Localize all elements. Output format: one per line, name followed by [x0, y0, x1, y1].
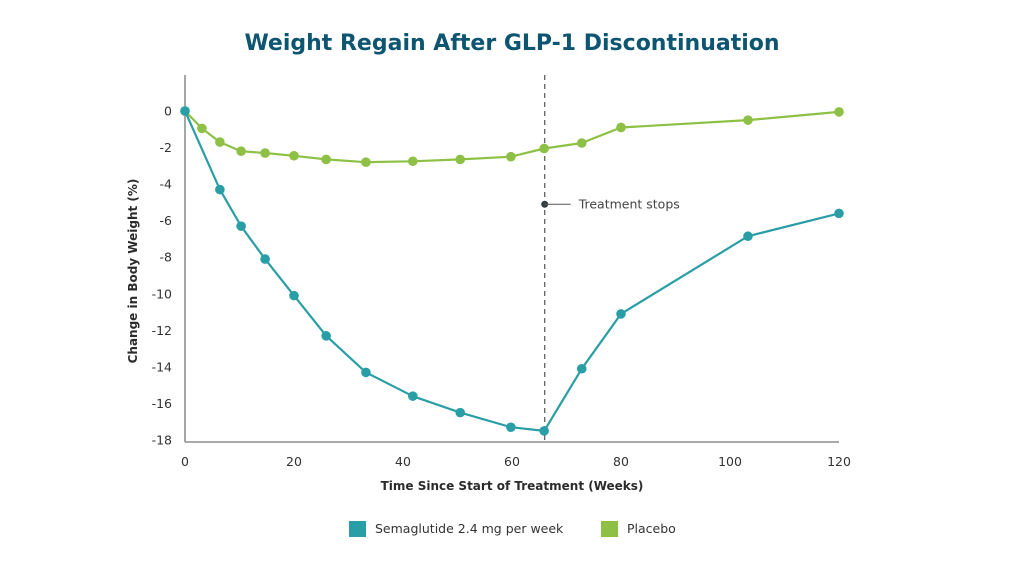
data-point — [576, 363, 587, 374]
data-point — [539, 426, 549, 436]
legend-label: Semaglutide 2.4 mg per week — [375, 521, 564, 536]
legend-swatch — [601, 521, 618, 537]
legend-label: Placebo — [627, 521, 676, 536]
data-point — [361, 157, 371, 167]
y-tick-label: -18 — [152, 433, 172, 448]
y-tick-label: -12 — [152, 323, 172, 338]
x-axis-label: Time Since Start of Treatment (Weeks) — [381, 479, 644, 493]
legend-item: Placebo — [601, 521, 676, 537]
legend-swatch — [349, 521, 366, 537]
series-semaglutide — [180, 106, 844, 436]
data-point — [236, 221, 246, 231]
x-tick-label: 60 — [504, 454, 520, 469]
legend: Semaglutide 2.4 mg per week Placebo — [349, 521, 676, 537]
y-tick-label: -10 — [152, 286, 172, 301]
data-point — [289, 290, 299, 301]
data-point — [743, 231, 753, 242]
data-point — [455, 407, 466, 418]
y-tick-label: -4 — [160, 177, 173, 192]
annotation: Treatment stops — [541, 75, 680, 442]
chart-title: Weight Regain After GLP-1 Discontinuatio… — [244, 31, 779, 56]
data-point — [361, 367, 371, 378]
data-point — [539, 143, 549, 154]
y-tick-label: -16 — [152, 396, 172, 411]
data-point — [260, 148, 270, 158]
data-point — [506, 151, 516, 162]
y-tick-label: 0 — [164, 104, 172, 119]
data-point — [506, 422, 516, 433]
y-ticks: 0 -2 -4 -6 -8 -10 -12 -14 -16 -18 — [152, 104, 172, 448]
data-point — [197, 123, 207, 134]
annotation-label: Treatment stops — [578, 197, 680, 212]
data-point — [834, 208, 844, 219]
data-point — [616, 309, 626, 319]
y-tick-label: -8 — [160, 250, 173, 265]
x-ticks: 0 20 40 60 80 100 120 — [181, 454, 851, 469]
legend-item: Semaglutide 2.4 mg per week — [349, 521, 564, 537]
data-point — [215, 184, 225, 195]
y-axis-label: Change in Body Weight (%) — [126, 179, 140, 364]
data-point — [180, 106, 190, 116]
data-point — [455, 154, 466, 165]
axes — [184, 75, 839, 443]
x-tick-label: 80 — [613, 454, 629, 469]
series-placebo — [180, 106, 844, 167]
x-tick-label: 20 — [286, 454, 302, 469]
data-point — [215, 137, 225, 147]
x-tick-label: 120 — [827, 454, 851, 469]
data-point — [408, 391, 418, 401]
data-point — [321, 154, 331, 165]
data-point — [289, 150, 299, 161]
series-group — [180, 106, 844, 436]
x-tick-label: 40 — [395, 454, 411, 469]
y-tick-label: -6 — [160, 213, 173, 228]
data-point — [236, 146, 246, 157]
x-tick-label: 100 — [718, 454, 742, 469]
y-tick-label: -2 — [160, 140, 172, 155]
data-point — [616, 122, 626, 133]
data-point — [576, 138, 587, 148]
data-point — [260, 254, 270, 264]
data-point — [321, 331, 331, 341]
series-line — [184, 110, 840, 164]
data-point — [834, 107, 844, 117]
data-point — [408, 156, 418, 167]
data-point — [743, 115, 753, 125]
y-tick-label: -14 — [152, 359, 172, 374]
x-tick-label: 0 — [181, 454, 189, 469]
